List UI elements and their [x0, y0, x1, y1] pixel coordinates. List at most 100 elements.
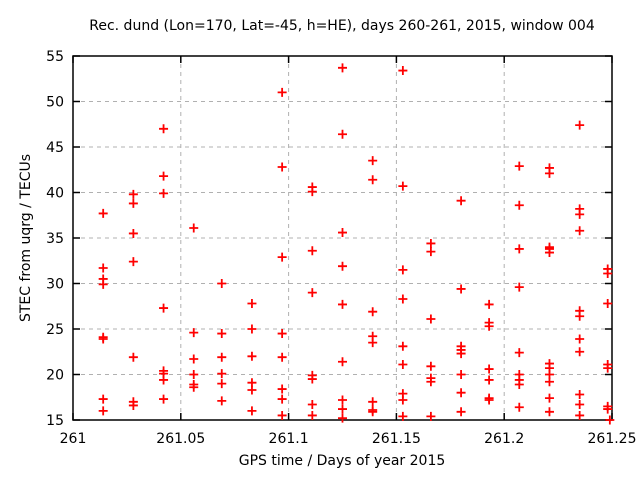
y-tick-label: 20: [46, 368, 64, 384]
data-point-marker: [98, 263, 108, 273]
chart-title: Rec. dund (Lon=170, Lat=-45, h=HE), days…: [89, 18, 595, 34]
y-axis-label: STEC from uqrg / TECUs: [18, 154, 34, 322]
data-point-marker: [277, 352, 287, 362]
data-point-marker: [544, 377, 554, 387]
data-point-marker: [307, 187, 317, 197]
data-point-marker: [575, 334, 585, 344]
data-point-marker: [514, 244, 524, 254]
data-point-marker: [484, 364, 494, 374]
data-point-marker: [456, 284, 466, 294]
y-tick-label: 35: [46, 231, 64, 247]
data-point-marker: [307, 400, 317, 410]
data-point-marker: [544, 407, 554, 417]
data-point-marker: [277, 394, 287, 404]
data-point-marker: [368, 338, 378, 348]
x-tick-label: 261.2: [484, 431, 524, 447]
data-point-marker: [98, 394, 108, 404]
data-point-marker: [426, 314, 436, 324]
data-point-marker: [575, 226, 585, 236]
data-point-marker: [368, 156, 378, 166]
data-point-marker: [159, 394, 169, 404]
data-point-marker: [426, 247, 436, 257]
y-tick-label: 45: [46, 140, 64, 156]
data-point-marker: [307, 410, 317, 420]
data-point-marker: [514, 200, 524, 210]
data-point-marker: [605, 415, 615, 425]
data-point-marker: [575, 390, 585, 400]
data-point-marker: [484, 321, 494, 331]
data-point-marker: [338, 299, 347, 309]
data-point-marker: [338, 63, 347, 73]
data-point-marker: [277, 162, 287, 172]
data-point-marker: [484, 299, 494, 309]
data-point-marker: [398, 395, 408, 405]
y-tick-label: 30: [46, 277, 64, 293]
data-point-marker: [575, 410, 585, 420]
data-point-marker: [544, 168, 554, 178]
data-point-marker: [217, 279, 227, 288]
data-point-marker: [544, 248, 554, 258]
data-point-marker: [603, 363, 613, 373]
data-point-marker: [189, 354, 199, 364]
data-point-marker: [544, 393, 554, 403]
data-point-marker: [575, 347, 585, 357]
x-tick-label: 261: [60, 431, 87, 447]
data-point-marker: [247, 324, 257, 334]
data-point-marker: [456, 196, 466, 206]
data-point-marker: [575, 209, 585, 219]
data-point-marker: [128, 198, 138, 208]
data-point-marker: [247, 299, 257, 309]
data-point-marker: [575, 400, 585, 410]
data-point-marker: [338, 261, 347, 271]
data-point-marker: [603, 268, 613, 278]
data-point-marker: [368, 407, 378, 417]
data-point-marker: [456, 349, 466, 359]
data-point-marker: [159, 124, 169, 134]
data-point-marker: [277, 384, 287, 394]
y-tick-label: 50: [46, 95, 64, 111]
data-point-marker: [368, 175, 378, 185]
data-point-marker: [217, 379, 227, 389]
data-point-marker: [217, 396, 227, 406]
data-point-marker: [277, 410, 287, 420]
data-point-marker: [514, 380, 524, 390]
data-point-marker: [426, 377, 436, 387]
data-point-marker: [189, 328, 199, 338]
data-point-marker: [277, 329, 287, 339]
data-point-marker: [189, 223, 199, 233]
y-tick-label: 15: [46, 413, 64, 429]
data-point-marker: [456, 388, 466, 398]
data-point-marker: [398, 359, 408, 369]
data-point-marker: [514, 161, 524, 171]
data-point-marker: [484, 395, 494, 405]
data-point-marker: [247, 351, 257, 361]
data-point-marker: [338, 228, 347, 238]
data-point-marker: [307, 374, 317, 384]
data-point-marker: [98, 279, 108, 289]
data-point-marker: [338, 413, 347, 423]
data-point-marker: [338, 404, 347, 414]
data-point-marker: [426, 361, 436, 371]
data-point-marker: [217, 369, 227, 379]
y-tick-label: 40: [46, 186, 64, 202]
data-point-marker: [426, 238, 436, 248]
data-point-marker: [128, 400, 138, 410]
data-point-marker: [398, 265, 408, 275]
data-point-marker: [217, 352, 227, 362]
y-tick-label: 25: [46, 322, 64, 338]
data-point-marker: [484, 375, 494, 385]
data-point-marker: [159, 375, 169, 385]
x-tick-label: 261.05: [156, 431, 205, 447]
data-point-marker: [98, 406, 108, 416]
data-point-marker: [368, 397, 378, 407]
data-point-marker: [307, 288, 317, 298]
data-point-marker: [277, 252, 287, 262]
data-point-marker: [159, 303, 169, 313]
data-point-marker: [575, 120, 585, 130]
x-tick-label: 261.1: [269, 431, 309, 447]
data-point-marker: [338, 129, 347, 139]
grid-lines: [73, 56, 612, 420]
